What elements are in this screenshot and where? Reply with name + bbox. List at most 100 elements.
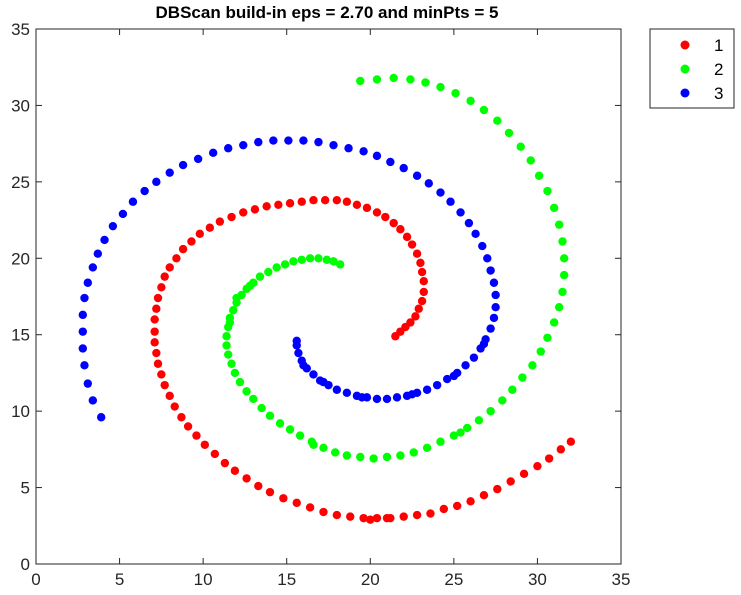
cluster-1-point (396, 225, 405, 234)
cluster-2-point (275, 419, 285, 428)
cluster-1-point (183, 422, 193, 431)
cluster-3-point (372, 151, 382, 161)
cluster-3-point (432, 380, 442, 390)
cluster-1-point (426, 509, 435, 518)
cluster-1-point (566, 437, 576, 446)
cluster-2-point (329, 257, 338, 266)
cluster-1-point (152, 348, 161, 358)
cluster-1-point (366, 515, 375, 524)
cluster-2-point (295, 431, 305, 440)
cluster-3-point (96, 413, 106, 422)
cluster-3-point (342, 388, 352, 397)
cluster-2-point (336, 260, 345, 269)
cluster-3-point (314, 137, 323, 147)
cluster-3-point (407, 390, 417, 399)
legend: 1 2 3 (649, 28, 735, 109)
cluster-3-point (329, 140, 338, 150)
cluster-1-point (506, 477, 515, 486)
plot-area (35, 28, 622, 565)
cluster-3-point (309, 370, 318, 379)
cluster-2-point (543, 333, 552, 342)
cluster-1-point (412, 249, 422, 258)
legend-marker-2 (680, 64, 690, 74)
legend-marker-3 (680, 88, 690, 98)
cluster-1-point (332, 196, 342, 205)
cluster-2-point (264, 267, 273, 277)
cluster-1-point (332, 510, 342, 520)
cluster-2-point (558, 237, 567, 246)
cluster-2-point (516, 142, 525, 151)
cluster-2-point (559, 254, 569, 263)
cluster-1-point (381, 212, 390, 222)
cluster-1-point (205, 223, 215, 232)
cluster-3-point (299, 136, 308, 145)
cluster-1-point (210, 449, 220, 459)
cluster-2-point (225, 318, 235, 327)
cluster-1-point (279, 494, 288, 503)
cluster-2-point (543, 186, 552, 196)
cluster-3-point (208, 148, 218, 158)
cluster-3-point (108, 221, 118, 231)
cluster-3-point (344, 144, 353, 153)
cluster-1-point (239, 208, 248, 217)
cluster-3-point (254, 137, 263, 147)
cluster-2-point (330, 448, 340, 457)
cluster-1-point (157, 283, 166, 292)
cluster-2-point (356, 452, 365, 462)
cluster-2-point (406, 75, 415, 84)
cluster-3-point (461, 361, 470, 370)
y-tick-label: 10 (11, 402, 30, 421)
cluster-2-point (498, 396, 507, 405)
cluster-2-point (232, 293, 241, 303)
cluster-3-point (392, 393, 402, 402)
cluster-1-point (359, 513, 368, 523)
legend-label-3: 3 (714, 84, 723, 103)
y-tick-label: 25 (11, 173, 30, 192)
cluster-2-point (222, 332, 231, 341)
cluster-3-point (442, 374, 452, 384)
cluster-1-point (305, 503, 315, 512)
cluster-2-point (451, 89, 460, 98)
cluster-3-point (292, 341, 301, 350)
cluster-3-point (83, 379, 93, 388)
cluster-3-point (269, 136, 278, 145)
cluster-2-point (409, 448, 418, 457)
cluster-3-point (88, 263, 98, 272)
cluster-3-point (224, 144, 233, 153)
cluster-1-point (165, 263, 174, 272)
cluster-1-point (215, 217, 225, 226)
cluster-1-point (150, 315, 159, 324)
cluster-1-point (254, 481, 263, 491)
cluster-1-point (160, 272, 169, 281)
x-tick-label: 25 (444, 570, 463, 589)
cluster-1-point (416, 258, 425, 268)
cluster-1-point (453, 501, 462, 511)
cluster-1-point (220, 458, 230, 468)
cluster-3-point (359, 147, 368, 156)
cluster-3-point (386, 157, 395, 167)
cluster-3-point (140, 186, 149, 196)
data-points (78, 73, 576, 524)
cluster-2-point (322, 255, 332, 265)
cluster-3-point (78, 327, 88, 336)
cluster-1-point (556, 445, 566, 454)
cluster-1-point (411, 312, 420, 321)
cluster-1-point (250, 205, 260, 214)
cluster-3-point (284, 136, 293, 145)
cluster-3-point (424, 179, 433, 188)
cluster-1-point (200, 440, 210, 449)
cluster-2-point (463, 423, 472, 433)
x-tick-label: 5 (115, 570, 124, 589)
cluster-2-point (242, 387, 251, 396)
cluster-3-point (486, 266, 495, 275)
y-tick-label: 20 (11, 249, 30, 268)
cluster-2-point (528, 361, 537, 370)
cluster-2-point (449, 431, 459, 440)
x-tick-label: 30 (528, 570, 547, 589)
cluster-1-point (152, 304, 161, 313)
cluster-1-point (342, 197, 352, 206)
cluster-2-point (230, 368, 240, 378)
cluster-1-point (544, 454, 554, 463)
cluster-3-point (80, 293, 89, 303)
